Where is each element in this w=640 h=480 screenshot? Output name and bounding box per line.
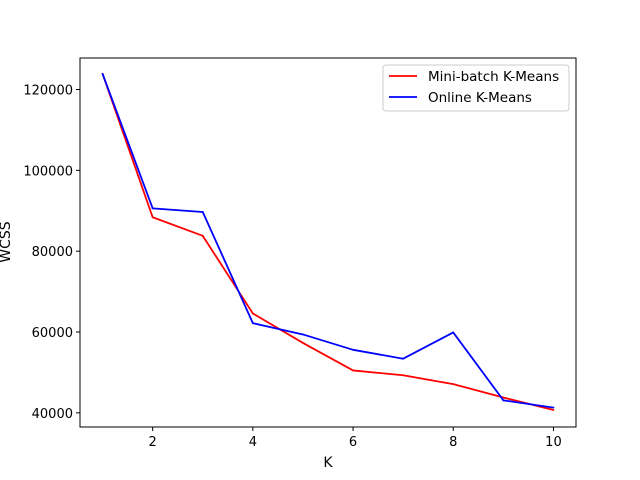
data-point — [552, 406, 555, 409]
y-tick-label: 40000 — [32, 407, 73, 422]
data-point — [402, 374, 405, 377]
data-point — [552, 409, 555, 411]
data-point — [502, 399, 505, 402]
data-point — [151, 216, 154, 219]
y-tick-label: 120000 — [23, 84, 73, 99]
x-tick-label: 10 — [545, 435, 562, 450]
x-axis: 2 4 6 8 10 — [149, 427, 562, 450]
y-tick-label: 60000 — [32, 326, 73, 341]
series-line-1 — [101, 73, 554, 409]
y-tick-label: 80000 — [32, 245, 73, 260]
data-point — [302, 342, 304, 344]
data-point — [101, 72, 104, 75]
plot-frame — [79, 57, 577, 428]
series-line-0 — [101, 73, 554, 411]
data-point — [302, 333, 304, 336]
legend-box — [382, 64, 570, 112]
legend-label-online: Online K-Means — [428, 90, 532, 106]
data-point — [251, 322, 254, 325]
data-point — [352, 369, 354, 372]
x-tick-label: 6 — [349, 435, 357, 450]
data-point — [251, 312, 254, 315]
x-tick-label: 8 — [449, 435, 457, 450]
data-point — [452, 331, 455, 334]
y-axis-label: WCSS — [0, 221, 14, 263]
data-point — [151, 207, 154, 210]
data-point — [452, 383, 455, 386]
y-axis: 40000 60000 80000 100000 120000 — [23, 84, 80, 422]
x-tick-label: 2 — [149, 435, 157, 450]
data-point — [352, 348, 354, 351]
x-tick-label: 4 — [249, 435, 257, 450]
data-point — [502, 396, 505, 399]
y-tick-label: 100000 — [23, 164, 73, 179]
series-layer — [101, 72, 555, 411]
data-point — [201, 234, 204, 237]
x-axis-label: K — [323, 455, 333, 471]
data-point — [201, 211, 204, 213]
legend-label-mini-batch: Mini-batch K-Means — [428, 69, 559, 85]
data-point — [402, 357, 405, 360]
legend: Mini-batch K-Means Online K-Means — [382, 64, 570, 112]
